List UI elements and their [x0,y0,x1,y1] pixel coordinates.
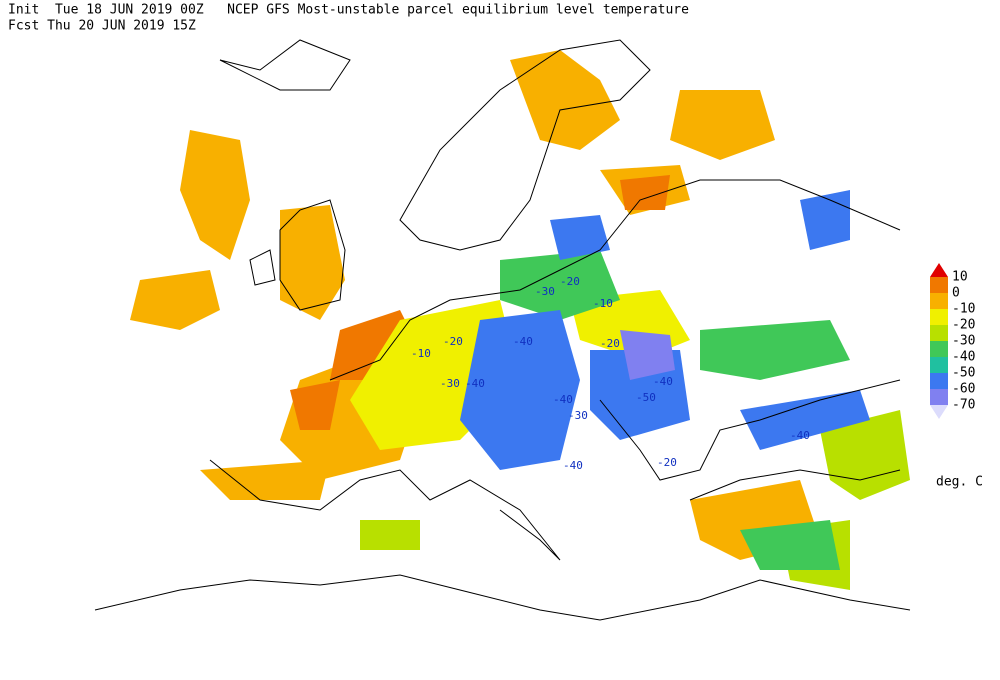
coastline [249,249,276,286]
field-area [290,380,340,430]
colorbar-segment [930,357,948,373]
header-line: Init Tue 18 JUN 2019 00Z NCEP GFS Most-u… [8,3,689,18]
contour-label: -40 [653,375,673,388]
colorbar-label: -20 [952,318,975,333]
colorbar-label: -60 [952,382,975,397]
field-area [590,350,690,440]
field-area [550,215,610,260]
coastline [329,179,901,381]
field-area [620,175,670,210]
contour-label: -20 [443,335,463,348]
colorbar-label: 10 [952,270,968,285]
contour-label: -10 [593,297,613,310]
field-area [800,190,850,250]
colorbar-segment [930,389,948,405]
colorbar-triangle [930,405,948,419]
field-area [500,250,620,320]
field-area [740,390,870,450]
coastline [599,379,901,481]
contour-label: -50 [636,391,656,404]
contour-label: -40 [465,377,485,390]
field-area [620,330,675,380]
contour-label: -40 [563,459,583,472]
colorbar-label: -30 [952,334,975,349]
contour-label: -30 [535,285,555,298]
colorbar-label: -70 [952,398,975,413]
field-area [200,460,330,500]
colorbar-segment [930,373,948,389]
contour-label: -40 [790,429,810,442]
colorbar-label: 0 [952,286,960,301]
colorbar-triangle [930,263,948,277]
colorbar-segment [930,325,948,341]
field-area [280,205,345,320]
coastline [219,39,351,91]
colorbar-segment [930,341,948,357]
colorbar-segment [930,309,948,325]
contour-labels: -20 -30 -10 -20 -40 -30 -40 -10 -20 -40 … [411,275,810,472]
contour-label: -20 [560,275,580,288]
field-area [670,90,775,160]
field-area [360,520,420,550]
field-area [740,520,840,570]
colorbar-segment [930,293,948,309]
field-area [180,130,250,260]
contour-label: -30 [568,409,588,422]
coastline [209,459,561,561]
field-shading [130,50,910,590]
header-line: Fcst Thu 20 JUN 2019 15Z [8,19,196,34]
coastline [399,39,651,251]
colorbar-label: -40 [952,350,975,365]
field-area [700,320,850,380]
contour-label: -30 [440,377,460,390]
contour-label: -40 [553,393,573,406]
contour-label: -20 [600,337,620,350]
colorbar: 100-10-20-30-40-50-60-70 [930,263,975,419]
coastline [279,199,346,311]
colorbar-unit: deg. C [936,475,983,490]
contour-label: -10 [411,347,431,360]
coastline [689,469,901,501]
field-area [130,270,220,330]
colorbar-label: -50 [952,366,975,381]
colorbar-segment [930,277,948,293]
field-area [510,50,620,150]
contour-label: -20 [657,456,677,469]
contour-label: -40 [513,335,533,348]
coastlines [94,39,911,621]
colorbar-label: -10 [952,302,975,317]
coastline [94,574,911,621]
field-area [460,310,580,470]
